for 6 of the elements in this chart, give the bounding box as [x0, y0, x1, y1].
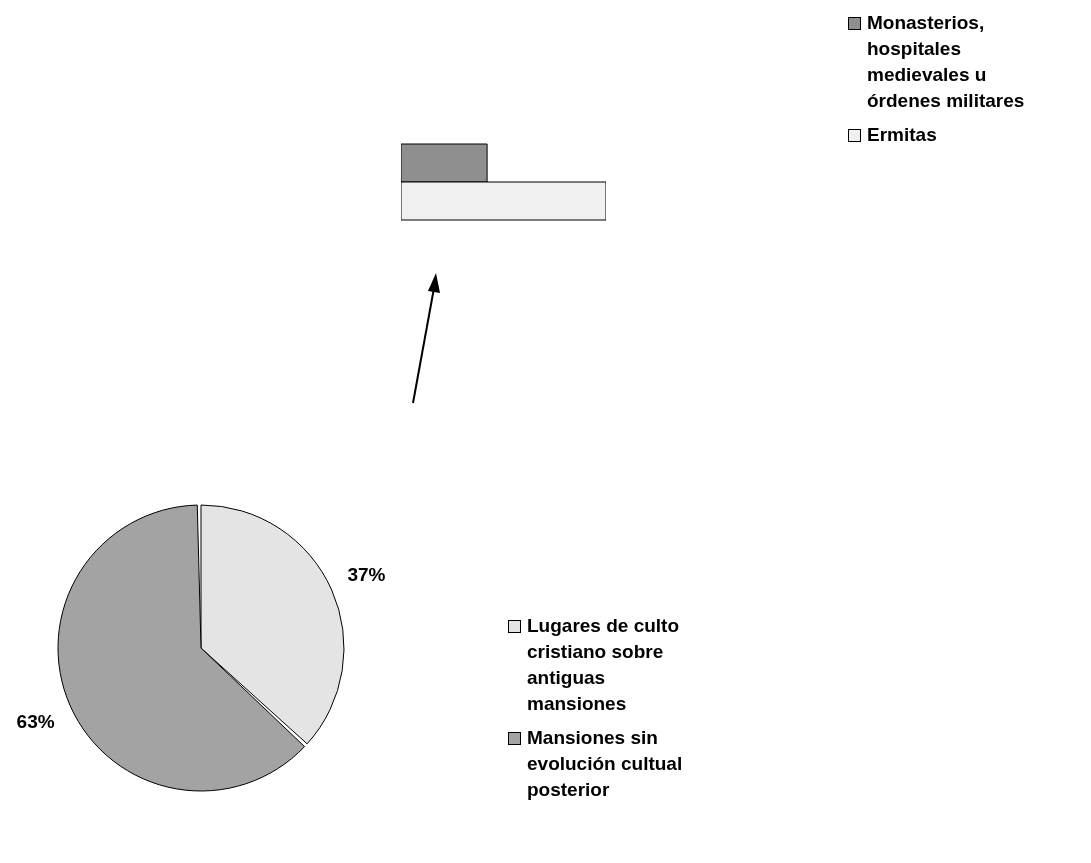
data-label: 37% — [347, 564, 386, 586]
legend-label: Monasterios, hospitales medievales u órdenes militares — [867, 11, 1026, 113]
legend-label: Ermitas — [867, 123, 937, 147]
legend-label: Mansiones sin evolución cultual posterior — [527, 726, 684, 802]
legend-label: Lugares de culto cristiano sobre antiguas mansiones — [527, 614, 681, 716]
data-label: 63% — [16, 710, 55, 732]
